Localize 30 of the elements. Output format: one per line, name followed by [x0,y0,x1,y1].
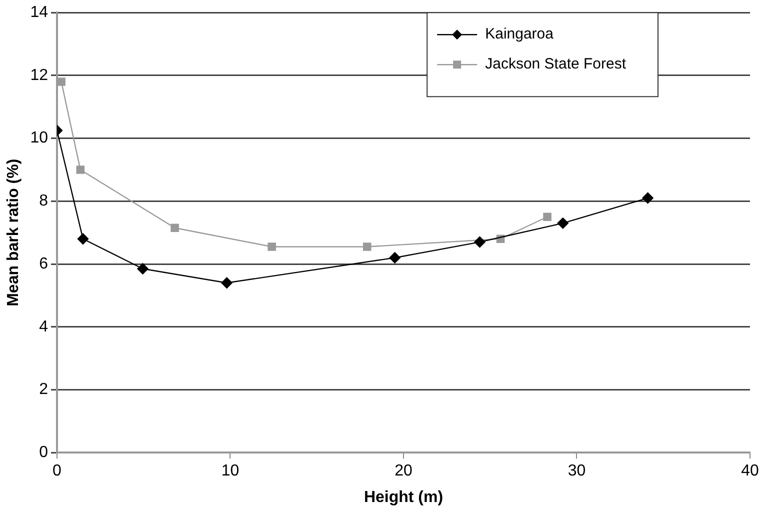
point [76,166,85,174]
point [170,224,179,232]
point [57,78,66,86]
point [543,212,552,222]
point [221,277,232,288]
point [268,242,276,251]
y-tick-label: 6 [39,255,48,272]
x-axis-title: Height (m) [364,488,444,506]
point [362,242,372,251]
x-tick-label: 0 [52,462,62,480]
x-tick-label: 10 [221,462,240,480]
point [137,263,148,274]
x-tick-label: 40 [741,462,759,480]
point [557,218,568,229]
y-tick-label: 12 [30,66,48,84]
x-tick-label: 30 [568,462,586,480]
y-tick-label: 2 [39,381,48,398]
y-tick-label: 8 [39,192,48,210]
x-tick-label: 20 [394,462,412,480]
legend-label: Jackson State Forest [485,56,627,73]
y-tick-label: 0 [39,444,48,462]
point [389,252,400,264]
legend-label: Kaingaroa [485,26,554,43]
y-tick-label: 4 [39,318,48,336]
point [642,192,654,204]
y-tick-label: 14 [30,4,48,22]
point [474,236,486,248]
y-axis-title: Mean bark ratio (%) [5,158,22,306]
y-tick-label: 10 [30,130,48,147]
point [77,233,89,244]
